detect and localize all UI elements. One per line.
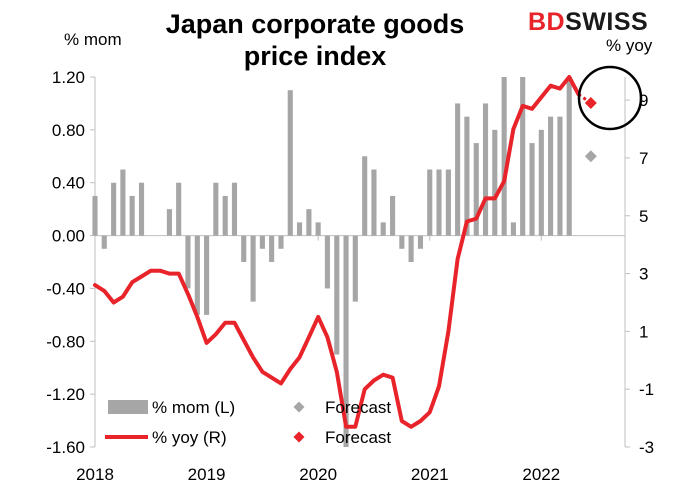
bdswiss-logo: BDSWISS bbox=[528, 8, 648, 37]
logo-bd: BD bbox=[528, 8, 566, 36]
forecast-mom-marker bbox=[584, 150, 597, 163]
x-tick-label: 2019 bbox=[188, 465, 226, 484]
x-tick-label: 2018 bbox=[76, 465, 114, 484]
mom-bar bbox=[408, 235, 414, 262]
left-tick-label: -0.80 bbox=[46, 332, 85, 351]
mom-bar bbox=[436, 169, 442, 236]
mom-bar bbox=[362, 156, 368, 236]
mom-bar bbox=[557, 116, 563, 236]
right-tick-label: 5 bbox=[639, 207, 648, 226]
mom-bar bbox=[445, 169, 451, 236]
right-tick-label: 9 bbox=[639, 91, 648, 110]
mom-bar bbox=[371, 169, 377, 236]
mom-bar bbox=[455, 103, 461, 236]
mom-bar bbox=[194, 235, 200, 315]
mom-bar bbox=[473, 143, 479, 236]
mom-bar bbox=[520, 77, 526, 236]
right-tick-label: -3 bbox=[639, 438, 654, 457]
highlight-circle bbox=[577, 65, 643, 131]
right-tick-label: 1 bbox=[639, 322, 648, 341]
yoy-line bbox=[93, 75, 581, 429]
left-tick-label: 0.40 bbox=[52, 174, 85, 193]
mom-bar bbox=[213, 182, 219, 236]
left-tick-label: 0.00 bbox=[52, 227, 85, 246]
mom-bar bbox=[204, 235, 210, 315]
mom-bar bbox=[380, 222, 386, 236]
mom-bar bbox=[250, 235, 256, 302]
mom-bar bbox=[510, 222, 516, 236]
left-tick-label: -1.20 bbox=[46, 385, 85, 404]
mom-bar bbox=[120, 169, 126, 236]
mom-bar bbox=[176, 182, 182, 236]
mom-bar bbox=[287, 90, 293, 236]
mom-bar bbox=[138, 182, 145, 236]
left-tick-label: 0.80 bbox=[52, 121, 85, 140]
mom-bar bbox=[241, 235, 247, 262]
legend-label-mom: % mom (L) bbox=[152, 398, 235, 417]
logo-swiss: SWISS bbox=[565, 8, 649, 36]
chart-title: Japan corporate goods price index bbox=[165, 9, 465, 71]
right-tick-label: 3 bbox=[639, 265, 648, 284]
x-tick-label: 2021 bbox=[411, 465, 449, 484]
mom-bar bbox=[231, 182, 238, 236]
mom-bar bbox=[101, 235, 107, 249]
mom-bar bbox=[390, 195, 396, 236]
mom-bar bbox=[529, 143, 535, 236]
left-tick-label: -0.40 bbox=[46, 279, 85, 298]
legend-forecast-mom-swatch bbox=[293, 401, 305, 413]
mom-bar bbox=[222, 195, 228, 236]
legend-label-forecast-yoy: Forecast bbox=[325, 428, 391, 447]
x-tick-label: 2020 bbox=[299, 465, 337, 484]
mom-bar bbox=[259, 235, 265, 249]
mom-bar bbox=[538, 129, 544, 236]
legend-label-forecast-mom: Forecast bbox=[325, 398, 391, 417]
mom-bar bbox=[464, 116, 470, 236]
mom-bar bbox=[92, 195, 98, 236]
mom-bar bbox=[501, 77, 507, 236]
forecast-yoy-marker bbox=[584, 97, 597, 110]
mom-bar bbox=[296, 222, 303, 236]
mom-bar bbox=[306, 209, 312, 236]
mom-bar bbox=[185, 235, 191, 289]
mom-bar bbox=[427, 169, 433, 236]
mom-bar bbox=[399, 235, 405, 249]
mom-bar bbox=[566, 77, 572, 236]
mom-bar bbox=[492, 129, 498, 236]
mom-bar bbox=[334, 235, 340, 355]
legend-label-yoy: % yoy (R) bbox=[152, 428, 227, 447]
left-axis-unit: % mom bbox=[64, 30, 122, 49]
mom-bar bbox=[166, 209, 172, 236]
mom-bar bbox=[324, 235, 330, 289]
mom-bar bbox=[111, 182, 117, 236]
legend-forecast-yoy-swatch bbox=[293, 431, 305, 443]
mom-bar bbox=[352, 235, 358, 302]
mom-bar bbox=[315, 222, 321, 236]
mom-bar bbox=[269, 235, 275, 262]
mom-bar bbox=[417, 235, 424, 249]
mom-bar bbox=[482, 103, 489, 236]
mom-bar bbox=[278, 235, 284, 249]
left-tick-label: -1.60 bbox=[46, 438, 85, 457]
mom-bar bbox=[343, 235, 349, 447]
right-tick-label: -1 bbox=[639, 380, 654, 399]
legend-bar-swatch bbox=[108, 400, 148, 414]
right-tick-label: 7 bbox=[639, 149, 648, 168]
right-axis-unit: % yoy bbox=[606, 36, 653, 55]
mom-bar bbox=[548, 116, 554, 236]
x-tick-label: 2022 bbox=[522, 465, 560, 484]
mom-bar bbox=[129, 195, 135, 236]
left-tick-label: 1.20 bbox=[52, 68, 85, 87]
